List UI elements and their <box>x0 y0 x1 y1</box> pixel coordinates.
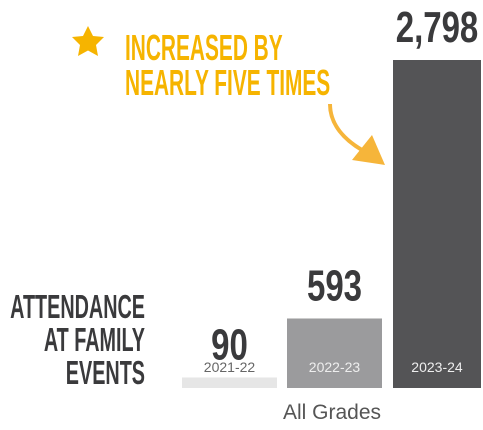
annotation: NEARLY FIVE TIMES <box>125 63 330 103</box>
star-icon <box>72 26 104 56</box>
x-tick-label: 2023-24 <box>411 359 463 375</box>
value-label: 2,798 <box>396 4 479 53</box>
x-axis-label: All Grades <box>283 401 381 424</box>
bar <box>182 377 277 388</box>
x-tick-label: 2022-23 <box>309 359 361 375</box>
y-axis-label: AT FAMILY <box>44 321 145 359</box>
bar <box>287 318 382 388</box>
y-axis-label: ATTENDANCE <box>10 288 145 326</box>
annotation: INCREASED BY <box>125 28 283 68</box>
value-label: 90 <box>211 321 248 370</box>
y-axis-label: EVENTS <box>66 354 145 392</box>
x-tick-label: 2021-22 <box>204 359 256 375</box>
bar <box>393 60 481 388</box>
arrow-curve <box>328 103 364 152</box>
value-label: 593 <box>307 262 362 311</box>
arrow-head <box>352 135 385 165</box>
